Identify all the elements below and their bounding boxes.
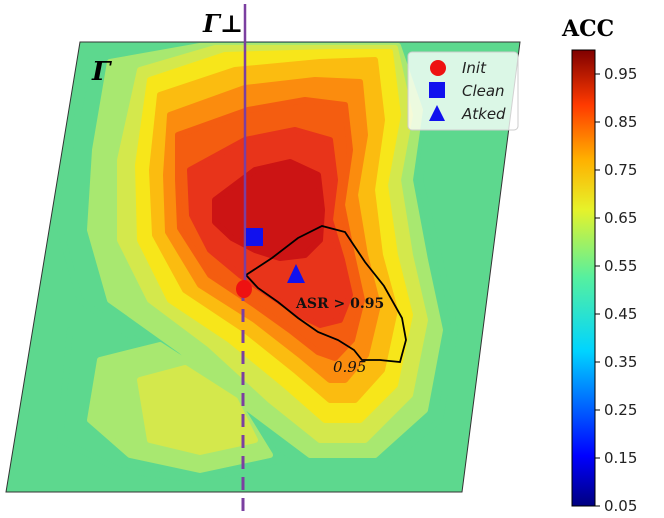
- legend-atked-icon: [429, 105, 445, 121]
- init-marker: [236, 280, 252, 298]
- atked-marker: [287, 264, 305, 283]
- clean-marker: [246, 228, 263, 246]
- legend-init-label: Init: [462, 59, 487, 77]
- colorbar: ACC 0.95 0.85 0.75 0.65 0.55 0.45 0.35 0.25 0.15…: [561, 16, 637, 515]
- legend-clean-icon: [429, 82, 445, 98]
- legend-init-icon: [430, 60, 446, 76]
- asr-region-label: ASR > 0.95: [295, 296, 384, 312]
- legend-clean-label: Clean: [462, 82, 505, 100]
- colorbar-gradient: [571, 49, 596, 507]
- asr-contour: [244, 225, 407, 363]
- colorbar-tick-label: 0.75: [604, 161, 637, 179]
- colorbar-tick-label: 0.95: [604, 65, 637, 83]
- colorbar-tick-label: 0.55: [604, 257, 637, 275]
- colorbar-tick-label: 0.85: [604, 113, 637, 131]
- perp-axis-label: Γ⊥: [202, 9, 243, 38]
- accuracy-heatmap: [57, 42, 458, 483]
- contour-level-label: 0.95: [333, 358, 366, 376]
- colorbar-tick-label: 0.25: [604, 401, 637, 419]
- colorbar-tick-label: 0.45: [604, 305, 637, 323]
- plane-outline: [5, 41, 521, 493]
- colorbar-title: ACC: [561, 16, 614, 42]
- colorbar-tick-label: 0.65: [604, 209, 637, 227]
- colorbar-tick-label: 0.35: [604, 353, 637, 371]
- colorbar-ticks: 0.95 0.85 0.75 0.65 0.55 0.45 0.35 0.25 0.15 0.05: [595, 65, 637, 515]
- legend-atked-label: Atked: [461, 105, 506, 123]
- legend: Init Clean Atked: [407, 51, 519, 131]
- colorbar-tick-label: 0.05: [604, 497, 637, 515]
- colorbar-tick-label: 0.15: [604, 449, 637, 467]
- heat-level-0_9: [212, 159, 325, 261]
- plane-axis-label: Γ: [91, 57, 112, 87]
